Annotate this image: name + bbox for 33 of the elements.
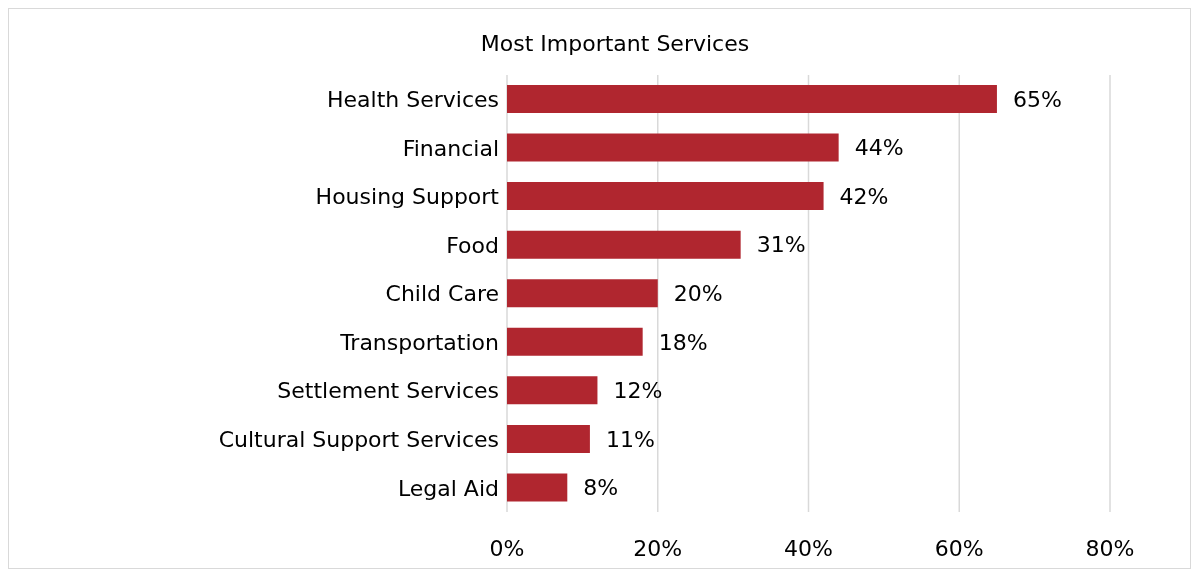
y-tick-label: Transportation bbox=[339, 329, 499, 355]
y-tick-label: Housing Support bbox=[315, 184, 500, 210]
y-tick-label: Cultural Support Services bbox=[218, 426, 499, 452]
x-tick-label: 80% bbox=[1085, 536, 1135, 561]
y-tick-label: Child Care bbox=[385, 281, 499, 307]
data-label: 8% bbox=[583, 475, 619, 501]
y-tick-label: Financial bbox=[402, 135, 499, 161]
bar bbox=[507, 85, 997, 113]
data-label: 20% bbox=[673, 281, 723, 307]
x-tick-label: 0% bbox=[489, 536, 525, 561]
bar bbox=[507, 182, 824, 211]
bar bbox=[507, 376, 598, 405]
bar bbox=[507, 279, 658, 308]
bar bbox=[507, 473, 568, 502]
data-label: 18% bbox=[658, 329, 708, 355]
bar bbox=[507, 230, 741, 259]
x-tick-label: 40% bbox=[784, 536, 833, 561]
y-tick-label: Health Services bbox=[326, 87, 499, 113]
bar bbox=[507, 327, 643, 356]
bar bbox=[507, 133, 839, 162]
data-label: 65% bbox=[1012, 86, 1062, 112]
x-tick-label: 20% bbox=[633, 536, 683, 561]
y-tick-label: Legal Aid bbox=[397, 475, 499, 501]
data-label: 11% bbox=[605, 426, 655, 452]
bar bbox=[507, 424, 590, 453]
data-label: 31% bbox=[756, 232, 806, 258]
data-label: 44% bbox=[854, 135, 904, 161]
chart-title: Most Important Services bbox=[479, 31, 751, 56]
x-tick-label: 60% bbox=[934, 536, 984, 561]
data-label: 12% bbox=[613, 378, 663, 404]
y-tick-label: Settlement Services bbox=[277, 378, 499, 404]
y-tick-label: Food bbox=[446, 232, 499, 258]
data-label: 42% bbox=[839, 183, 889, 209]
